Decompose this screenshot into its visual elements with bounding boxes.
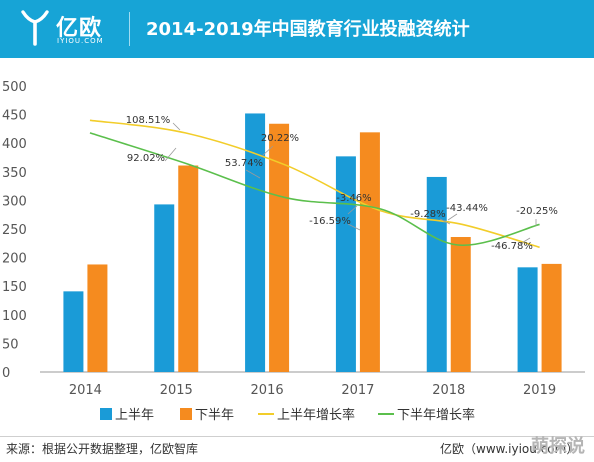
brand-name: 亿欧: [56, 16, 103, 41]
y-tick-label: 100: [2, 309, 27, 324]
y-tick-label: 450: [2, 109, 27, 124]
second-half-growth-label: 92.02%: [127, 153, 165, 164]
data-label-leader: [245, 169, 261, 179]
x-tick-label: 2019: [523, 383, 556, 398]
data-label-leader: [261, 145, 274, 157]
x-tick-label: 2014: [69, 383, 102, 398]
first-half-growth-label: -9.28%: [410, 209, 445, 220]
bar-second-half: [359, 132, 380, 372]
data-label-leader: [172, 122, 181, 131]
chart: 0 50 100 150 200 250 300 350 400 450 500 2014 2015 20…: [2, 80, 585, 423]
y-tick-label: 400: [2, 137, 27, 152]
bar-second-half: [269, 123, 290, 372]
yiou-logo-icon: [21, 10, 49, 46]
second-half-growth-label: -43.44%: [446, 203, 488, 214]
y-tick-label: 350: [2, 166, 27, 181]
y-tick-label: 250: [2, 223, 27, 238]
bar-second-half: [178, 165, 199, 372]
legend-first-half-label: 上半年: [115, 408, 154, 423]
data-label-leader: [439, 218, 451, 225]
footer-divider: [0, 436, 594, 437]
bar-first-half: [426, 176, 447, 372]
chart-legend: 上半年 下半年 上半年增长率 下半年增长率: [100, 407, 475, 423]
brand-url: IYIOU.COM: [57, 37, 104, 45]
legend-first-half-growth-label: 上半年增长率: [277, 407, 355, 423]
y-tick-label: 150: [2, 280, 27, 295]
y-tick-label: 0: [2, 366, 10, 381]
page-title: 2014-2019年中国教育行业投融资统计: [146, 19, 470, 40]
chart-lines: 108.51% 53.74% -16.59% -9.28% -46.78% 92.02% 2…: [89, 115, 558, 252]
chart-axes: 0 50 100 150 200 250 300 350 400 450 500 2014 2015 20…: [2, 80, 585, 398]
x-tick-label: 2017: [341, 383, 374, 398]
data-label-leader: [519, 237, 531, 245]
x-tick-label: 2016: [251, 383, 284, 398]
legend-second-half-growth-label: 下半年增长率: [397, 407, 475, 423]
first-half-growth-label: -46.78%: [491, 241, 533, 252]
watermark: 萌探说: [531, 436, 585, 457]
bar-first-half: [63, 291, 84, 372]
legend-second-half-swatch: [180, 408, 192, 420]
bar-first-half: [245, 113, 266, 373]
second-half-growth-label: -20.25%: [516, 206, 558, 217]
y-tick-label: 300: [2, 194, 27, 209]
first-half-growth-line: [89, 119, 540, 249]
header-divider: [129, 12, 130, 46]
bar-first-half: [335, 156, 356, 372]
x-tick-label: 2015: [160, 383, 193, 398]
second-half-growth-label: -3.46%: [336, 193, 371, 204]
bar-second-half: [450, 237, 471, 372]
data-label-leader: [347, 205, 358, 215]
bar-second-half: [541, 263, 562, 372]
legend-first-half-swatch: [100, 408, 112, 420]
y-tick-label: 50: [2, 337, 19, 352]
x-tick-label: 2018: [432, 383, 465, 398]
bar-first-half: [517, 267, 538, 372]
legend-second-half-label: 下半年: [195, 408, 234, 423]
bar-second-half: [87, 264, 108, 372]
y-tick-label: 200: [2, 252, 27, 267]
first-half-growth-label: 108.51%: [126, 115, 171, 126]
data-label-leader: [347, 223, 361, 231]
chart-bars: [63, 113, 562, 373]
footer-brand: 亿欧（www.iyiou.com）: [440, 442, 579, 456]
data-label-leader: [447, 213, 458, 221]
bar-first-half: [154, 204, 175, 372]
first-half-growth-label: 53.74%: [225, 158, 263, 169]
y-tick-label: 500: [2, 80, 27, 95]
source-note: 来源：根据公开数据整理，亿欧智库: [6, 442, 199, 456]
second-half-growth-line: [89, 132, 540, 246]
first-half-growth-label: -16.59%: [309, 216, 351, 227]
data-label-leader: [164, 147, 177, 162]
second-half-growth-label: 20.22%: [261, 133, 299, 144]
header-banner: 亿欧 IYIOU.COM 2014-2019年中国教育行业投融资统计: [0, 0, 594, 58]
